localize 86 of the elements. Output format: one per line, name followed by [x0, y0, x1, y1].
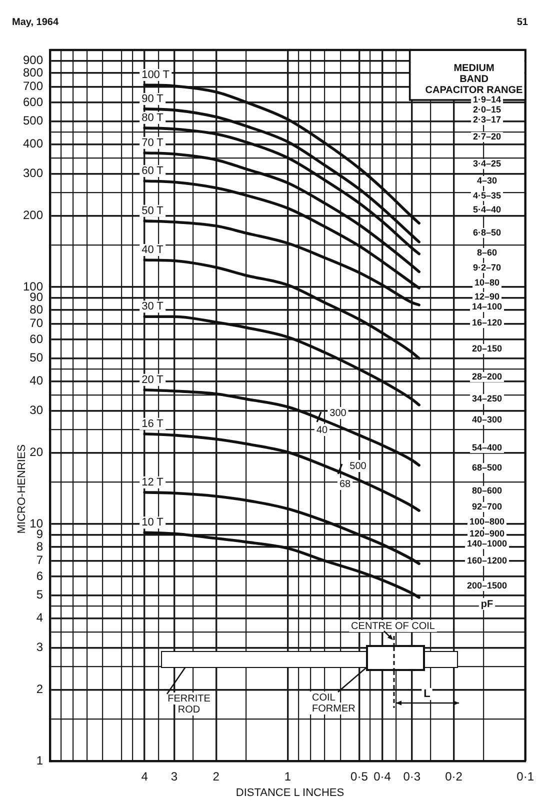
y-tick-label: 40 — [30, 374, 44, 388]
series-label: 20 T — [142, 374, 164, 386]
annotation: 2·0–15 — [472, 104, 502, 114]
x-axis-title: DISTANCE L INCHES — [236, 787, 344, 800]
y-tick-label: 500 — [22, 114, 44, 128]
annotation: 120–900 — [469, 528, 505, 538]
annotation: 10–80 — [474, 277, 500, 288]
y-tick-label: 8 — [36, 539, 44, 554]
annotation: 54–400 — [472, 442, 502, 452]
annotation: 34–250 — [472, 393, 502, 404]
y-tick-label: 7 — [36, 553, 44, 568]
annotation: 500 — [350, 460, 367, 472]
x-tick-label: 0·4 — [374, 770, 392, 784]
annotation: 40–300 — [472, 414, 502, 424]
annotation: 200–1500 — [466, 580, 508, 590]
annotation: 4·5–35 — [472, 190, 502, 200]
y-tick-label: 900 — [22, 53, 44, 68]
x-tick-label: 2 — [212, 770, 220, 784]
y-tick-label: 700 — [22, 79, 44, 94]
annotation: 100–800 — [469, 516, 505, 526]
y-tick-label: 70 — [30, 316, 44, 330]
annotation: 8–60 — [476, 247, 498, 258]
annotation: 5·4–40 — [472, 204, 502, 214]
y-tick-label: 30 — [30, 403, 44, 418]
x-tick-label: 1 — [284, 770, 292, 784]
annotation: 92–700 — [472, 501, 502, 512]
y-tick-label: 200 — [22, 208, 44, 222]
annotation: MEDIUM BAND CAPACITOR RANGE — [425, 62, 524, 96]
series-label: 12 T — [142, 476, 164, 488]
x-tick-label: 0·3 — [403, 770, 421, 784]
text: 51 — [516, 16, 528, 28]
series-label: 90 T — [142, 92, 164, 105]
y-tick-label: 5 — [36, 588, 44, 602]
annotation: 3·4–25 — [472, 158, 502, 168]
annotation: 68 — [339, 478, 351, 490]
annotation: 40 — [316, 424, 328, 436]
annotation: 16–120 — [472, 317, 502, 328]
annotation: 2·7–20 — [472, 131, 502, 142]
annotation: L — [424, 688, 431, 700]
annotation: pF — [480, 598, 494, 610]
y-tick-label: 1 — [36, 753, 44, 768]
x-tick-label: 4 — [141, 770, 148, 784]
series-label: 70 T — [142, 136, 164, 149]
series-label: 100 T — [142, 68, 170, 81]
y-tick-label: 20 — [30, 444, 44, 459]
y-tick-label: 600 — [22, 94, 44, 109]
x-tick-label: 0·1 — [516, 770, 534, 784]
y-axis-title: MICRO-HENRIES — [16, 444, 28, 534]
series-label: 80 T — [142, 112, 164, 124]
text: May, 1964 — [12, 16, 59, 28]
series-label: 10 T — [142, 516, 164, 529]
y-tick-label: 60 — [30, 332, 44, 346]
annotation: 12–90 — [474, 291, 500, 302]
annotation: 2·3–17 — [472, 114, 502, 124]
x-tick-label: 0·5 — [350, 770, 368, 784]
annotation: 6·8–50 — [472, 227, 502, 238]
annotation: 14–100 — [472, 301, 502, 312]
y-tick-label: 4 — [36, 610, 44, 625]
annotation: 140–1000 — [466, 538, 508, 548]
y-tick-label: 80 — [30, 302, 44, 316]
y-tick-label: 3 — [36, 640, 44, 654]
y-tick-label: 800 — [22, 65, 44, 80]
y-tick-label: 400 — [22, 136, 44, 151]
annotation: 160–1200 — [466, 555, 508, 566]
annotation: FERRITE ROD — [168, 693, 211, 716]
annotation: 9·2–70 — [472, 262, 502, 272]
annotation: 80–600 — [472, 485, 502, 496]
annotation: 1·9–14 — [472, 94, 502, 104]
series-label: 40 T — [142, 244, 164, 256]
annotation: 300 — [330, 408, 347, 419]
annotation: 4–30 — [476, 175, 498, 186]
annotation: 28–200 — [472, 371, 502, 382]
series-label: 16 T — [142, 418, 164, 430]
annotation: 20–150 — [472, 343, 502, 354]
annotation: COIL FORMER — [312, 692, 356, 714]
annotation: CENTRE OF COIL — [351, 620, 436, 632]
y-tick-label: 6 — [36, 568, 44, 583]
annotation: 68–500 — [472, 462, 502, 472]
x-tick-label: 0·2 — [445, 770, 463, 784]
series-label: 50 T — [142, 204, 164, 217]
series-label: 30 T — [142, 300, 164, 313]
x-tick-label: 3 — [170, 770, 178, 784]
y-tick-label: 50 — [30, 350, 44, 365]
y-tick-label: 300 — [22, 166, 44, 180]
series-label: 60 T — [142, 165, 164, 178]
y-tick-label: 2 — [36, 682, 44, 696]
